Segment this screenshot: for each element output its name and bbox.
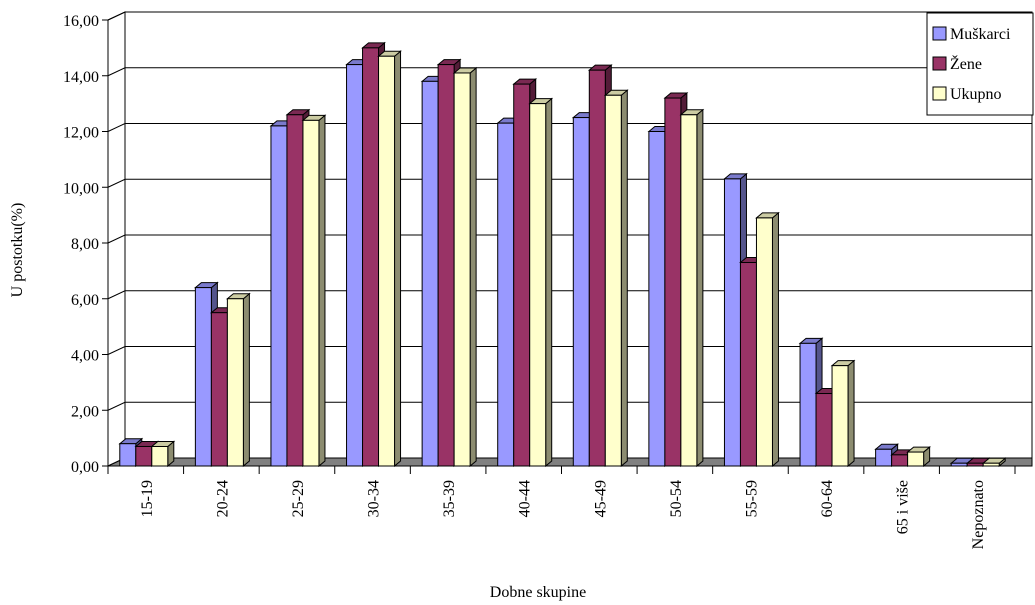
gridline [107, 11, 1032, 21]
x-tick-labels: 15-19 20-24 25-29 30-34 35-39 40-44 45-49 50-54… [139, 480, 987, 549]
gridline [107, 123, 1032, 132]
y-tick-label: 4,00 [71, 348, 99, 365]
y-tick-labels: 0,00 2,00 4,00 6,00 8,00 10,00 12,00 14,00 16,00 [63, 13, 99, 476]
bar [679, 108, 705, 468]
x-tick-label: 20-24 [214, 480, 231, 517]
legend-item: Žene [932, 54, 982, 73]
legend-swatch [932, 56, 947, 71]
x-tick-label: 65 i više [895, 480, 912, 534]
x-tick-label: 40-44 [517, 480, 534, 517]
bar [225, 292, 251, 468]
bar [528, 97, 554, 468]
bar [377, 50, 402, 468]
bar [301, 114, 327, 468]
x-tick-label: 50-54 [668, 480, 685, 517]
x-tick-label: Nepoznato [970, 480, 987, 549]
bar [906, 445, 932, 468]
x-tick-label: 55-59 [743, 480, 760, 517]
bar [118, 437, 144, 468]
legend-item: Ukupno [932, 86, 1002, 103]
y-tick-label: 10,00 [63, 180, 99, 197]
y-tick-label: 6,00 [71, 292, 99, 309]
x-tick-label: 60-64 [819, 480, 836, 517]
x-tick-label: 15-19 [139, 480, 156, 517]
legend: Muškarci Žene Ukupno [926, 12, 1034, 116]
y-tick-label: 12,00 [63, 125, 99, 142]
gridline [107, 67, 1032, 77]
x-tick-label: 30-34 [366, 480, 383, 517]
legend-label: Ukupno [950, 86, 1002, 103]
legend-label: Žene [950, 54, 982, 73]
legend-label: Muškarci [950, 26, 1011, 43]
bar [830, 359, 856, 468]
bar [150, 440, 176, 468]
bar [603, 89, 629, 468]
y-tick-label: 2,00 [71, 403, 99, 420]
x-tick-label: 25-29 [290, 480, 307, 517]
y-axis-label: U postotku(%) [9, 203, 26, 298]
y-tick-label: 14,00 [63, 69, 99, 86]
y-tick-label: 0,00 [71, 459, 99, 476]
x-tick-label: 45-49 [592, 480, 609, 517]
bars [118, 41, 1007, 468]
legend-item: Muškarci [932, 26, 1011, 43]
bar [452, 66, 478, 468]
legend-swatch [932, 26, 947, 41]
bar [755, 211, 780, 468]
x-tick-label: 35-39 [441, 480, 458, 517]
y-tick-label: 16,00 [63, 13, 99, 30]
x-axis-label: Dobne skupine [490, 584, 586, 601]
legend-swatch [932, 86, 947, 101]
bar [981, 457, 1007, 468]
y-tick-label: 8,00 [71, 236, 99, 253]
